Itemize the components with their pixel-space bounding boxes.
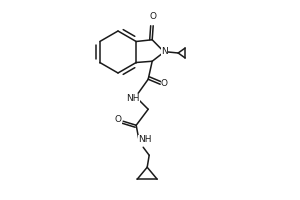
Text: N: N: [161, 46, 168, 55]
Text: O: O: [161, 79, 168, 88]
Text: NH: NH: [126, 94, 140, 103]
Text: O: O: [115, 115, 122, 124]
Text: NH: NH: [138, 135, 152, 144]
Text: O: O: [150, 12, 157, 21]
